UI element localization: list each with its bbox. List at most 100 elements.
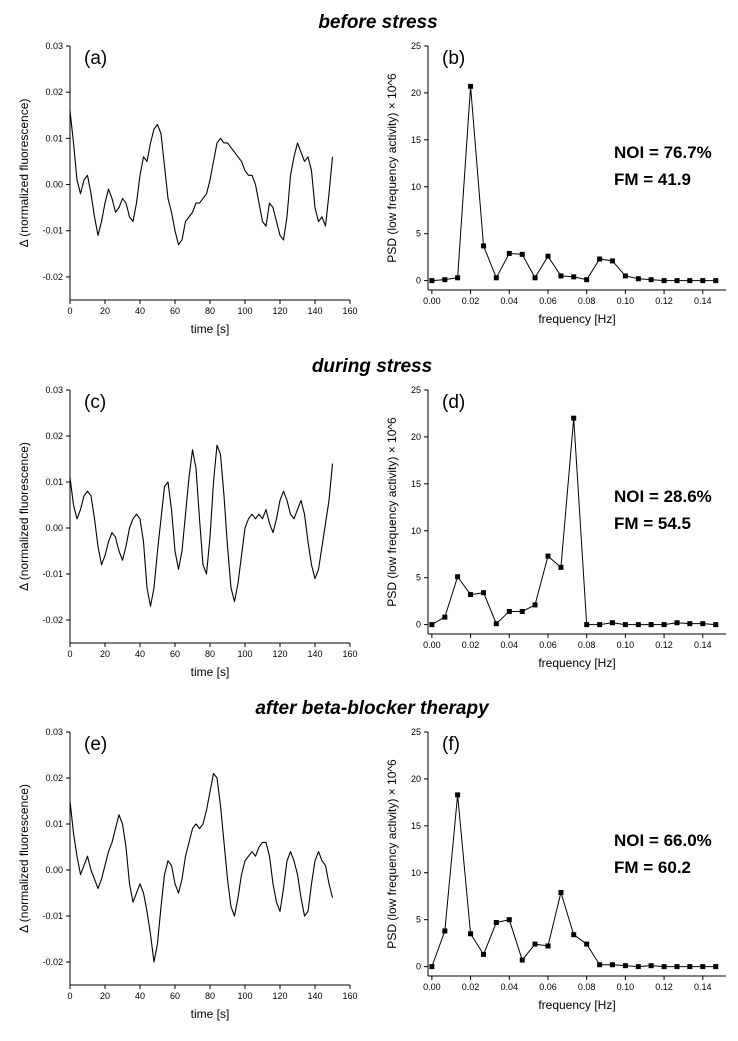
y-axis-label: PSD (low frequency activity) × 10^6 [385,417,399,607]
data-point [429,964,435,970]
data-point [506,917,512,923]
x-axis-label: frequency [Hz] [538,998,615,1012]
data-point [532,275,538,281]
y-tick-label: 20 [411,432,421,442]
series-line [69,110,334,246]
data-point [635,622,641,628]
x-tick-label: 160 [342,649,357,659]
panel-label: (e) [84,734,107,755]
data-point [674,278,680,284]
y-tick-label: 20 [411,774,421,784]
y-tick-label: 0 [416,962,421,972]
series-line [69,772,334,963]
x-axis-label: time [s] [191,665,230,679]
chart-panel-b: 0.00 0.02 0.04 0.06 0.08 0.10 0.12 0.14 0 5 10 15 20… [385,41,726,326]
panel-label: (d) [442,392,465,413]
noi-annotation: NOI = 76.7% [614,143,712,162]
data-point [622,273,628,279]
y-axis-label: Δ (normalized fluorescence) [17,99,31,248]
y-tick-label: 0 [416,620,421,630]
data-point [532,602,538,608]
x-tick-label: 0.14 [694,640,712,650]
x-tick-label: 120 [272,649,287,659]
x-tick-label: 0.14 [694,296,712,306]
data-point [584,277,590,283]
y-tick-label: 5 [416,915,421,925]
x-tick-label: 0.12 [655,640,673,650]
y-axis-label: PSD (low frequency activity) × 10^6 [385,759,399,949]
data-point [481,243,487,249]
data-point [661,964,667,970]
y-tick-label: 5 [416,229,421,239]
chart-panel-f: 0.00 0.02 0.04 0.06 0.08 0.10 0.12 0.14 0 5 10 15 20… [385,727,726,1012]
y-tick-label: 0.03 [45,727,63,737]
x-tick-label: 0 [67,991,72,1001]
x-tick-label: 20 [100,649,110,659]
x-tick-label: 0.10 [617,640,635,650]
data-point [545,553,551,559]
x-tick-label: 20 [100,306,110,316]
y-tick-label: 0.02 [45,431,63,441]
y-tick-label: -0.01 [42,569,63,579]
data-point [493,621,499,627]
chart-panel-d: 0.00 0.02 0.04 0.06 0.08 0.10 0.12 0.14 0 5 10 15 20… [385,385,726,670]
data-point [442,277,448,283]
x-tick-label: 60 [170,991,180,1001]
panel-label: (f) [442,734,460,755]
x-tick-label: 80 [205,649,215,659]
data-point [506,250,512,256]
y-tick-label: -0.02 [42,957,63,967]
data-point [481,590,487,596]
x-tick-label: 0.12 [655,982,673,992]
row-title-before-stress: before stress [318,12,437,33]
panel-label: (b) [442,48,465,69]
x-tick-label: 20 [100,991,110,1001]
data-point [609,258,615,264]
data-point [687,621,693,627]
data-point [545,253,551,259]
data-point [455,574,461,580]
y-tick-label: -0.01 [42,226,63,236]
y-axis-label: Δ (normalized fluorescence) [17,784,31,933]
data-point [622,963,628,969]
x-tick-label: 0.00 [423,640,441,650]
series-line [69,444,334,607]
chart-panel-e: 0 20 40 60 80 100 120 140 160 -0.02 -0.01 0.00 0.01 0… [17,727,358,1021]
data-point [558,273,564,279]
x-tick-label: 40 [135,306,145,316]
x-tick-label: 0.06 [539,982,557,992]
y-tick-label: 20 [411,88,421,98]
x-tick-label: 0.08 [578,640,596,650]
y-tick-label: 10 [411,182,421,192]
x-tick-label: 0.02 [462,296,480,306]
y-tick-label: 15 [411,135,421,145]
x-tick-label: 0.08 [578,982,596,992]
data-point [635,964,641,970]
data-point [455,275,461,281]
panel-label: (a) [84,48,107,69]
data-point [493,920,499,926]
y-tick-label: 15 [411,821,421,831]
data-point [609,962,615,968]
data-point [468,83,474,89]
x-tick-label: 0.04 [501,982,519,992]
x-axis-label: time [s] [191,1007,230,1021]
y-tick-label: -0.02 [42,615,63,625]
data-point [571,932,577,938]
y-tick-label: 0.01 [45,133,63,143]
x-tick-label: 0.04 [501,296,519,306]
data-point [519,608,525,614]
data-point [584,941,590,947]
y-tick-label: 0.01 [45,819,63,829]
x-tick-label: 140 [307,649,322,659]
data-point [597,256,603,262]
x-tick-label: 0.00 [423,296,441,306]
row-title-after-beta-blocker: after beta-blocker therapy [255,698,490,719]
x-tick-label: 100 [237,649,252,659]
data-point [622,622,628,628]
x-axis-label: frequency [Hz] [538,312,615,326]
data-point [506,608,512,614]
y-tick-label: 15 [411,479,421,489]
y-tick-label: 0.00 [45,523,63,533]
x-tick-label: 0.14 [694,982,712,992]
